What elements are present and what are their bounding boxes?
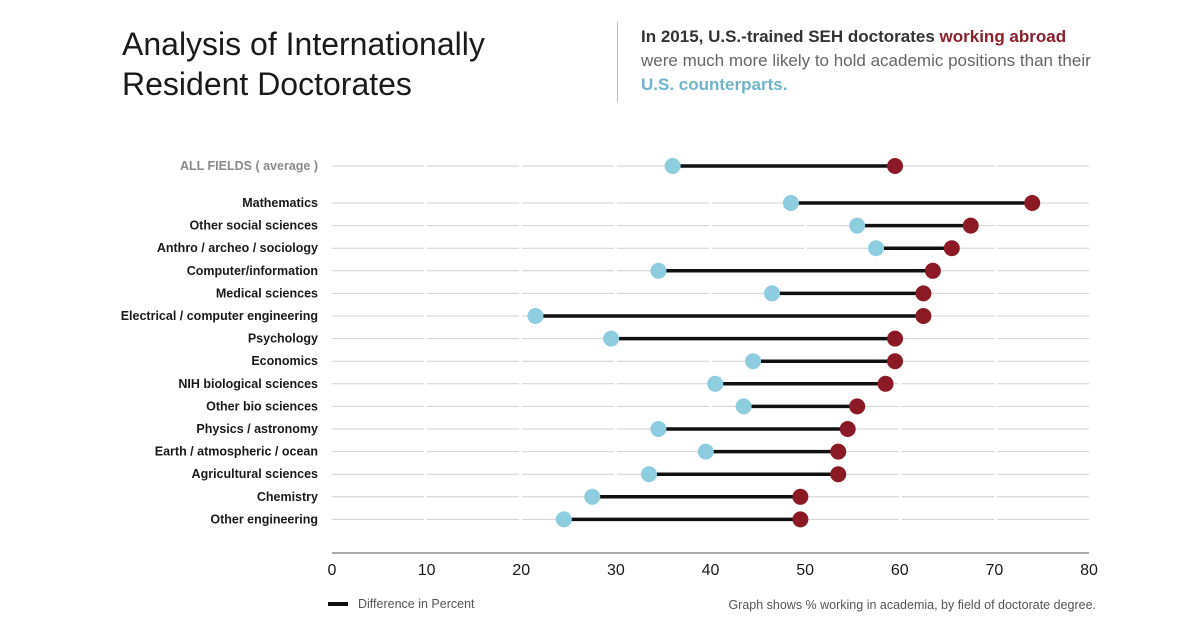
title-line-1: Analysis of Internationally [122, 26, 485, 62]
abroad-value-dot [877, 375, 894, 392]
x-tick-label: 0 [328, 562, 337, 579]
category-label: Computer/information [187, 264, 318, 278]
legend: Difference in Percent [328, 597, 475, 611]
category-label: Electrical / computer engineering [121, 309, 318, 323]
abroad-value-dot [792, 488, 809, 505]
x-tick-label: 60 [891, 562, 909, 579]
x-tick-label: 70 [985, 562, 1003, 579]
subtitle-part-1: In 2015, U.S.-trained SEH doctorates [641, 27, 940, 46]
x-tick-label: 40 [702, 562, 720, 579]
abroad-value-dot [915, 308, 932, 324]
category-label: NIH biological sciences [178, 377, 318, 391]
x-tick-label: 30 [607, 562, 625, 579]
category-label: Medical sciences [216, 286, 318, 300]
us-value-dot [664, 158, 681, 174]
us-value-dot [584, 488, 601, 505]
us-value-dot [650, 421, 667, 437]
abroad-value-dot [887, 330, 904, 347]
us-value-dot [868, 240, 885, 257]
subtitle-highlight-us: U.S. counterparts. [641, 75, 788, 94]
us-value-dot [555, 511, 572, 528]
x-tick-label: 80 [1080, 562, 1098, 579]
title-line-2: Resident Doctorates [122, 66, 412, 102]
abroad-value-dot [839, 421, 856, 437]
x-tick-label: 10 [418, 562, 436, 579]
us-value-dot [764, 285, 781, 302]
abroad-value-dot [924, 262, 941, 279]
subtitle-part-3: were much more likely to hold academic p… [641, 51, 1091, 70]
header-divider [617, 22, 618, 102]
us-value-dot [603, 330, 620, 347]
category-label: Other engineering [210, 512, 318, 526]
abroad-value-dot [915, 285, 932, 302]
category-label: Psychology [248, 332, 318, 346]
category-label: Anthro / archeo / sociology [157, 241, 318, 255]
abroad-value-dot [830, 466, 847, 483]
x-tick-label: 20 [512, 562, 530, 579]
category-label: Chemistry [257, 490, 318, 504]
legend-swatch [328, 602, 348, 606]
chart-subtitle: In 2015, U.S.-trained SEH doctorates wor… [641, 25, 1111, 97]
us-value-dot [745, 353, 762, 370]
abroad-value-dot [887, 158, 904, 174]
category-label: Physics / astronomy [196, 422, 318, 436]
category-label: Other social sciences [189, 219, 318, 233]
category-label: Mathematics [242, 196, 318, 210]
category-label: Other bio sciences [206, 399, 318, 413]
footnote: Graph shows % working in academia, by fi… [728, 598, 1096, 612]
category-label: Agricultural sciences [192, 467, 318, 481]
us-value-dot [707, 375, 724, 392]
us-value-dot [640, 466, 657, 483]
category-label: ALL FIELDS ( average ) [180, 159, 318, 173]
legend-label: Difference in Percent [358, 597, 475, 611]
abroad-value-dot [849, 398, 866, 415]
abroad-value-dot [830, 443, 847, 460]
us-value-dot [697, 443, 714, 460]
us-value-dot [735, 398, 752, 415]
x-tick-label: 50 [796, 562, 814, 579]
us-value-dot [782, 195, 799, 211]
abroad-value-dot [887, 353, 904, 370]
us-value-dot [849, 217, 866, 234]
category-label: Earth / atmospheric / ocean [155, 445, 318, 459]
abroad-value-dot [943, 240, 960, 257]
abroad-value-dot [792, 511, 809, 528]
subtitle-highlight-abroad: working abroad [939, 27, 1067, 46]
page-title: Analysis of Internationally Resident Doc… [122, 24, 582, 104]
us-value-dot [650, 262, 667, 279]
us-value-dot [527, 308, 544, 324]
abroad-value-dot [962, 217, 979, 234]
abroad-value-dot [1024, 195, 1041, 211]
category-label: Economics [251, 354, 318, 368]
